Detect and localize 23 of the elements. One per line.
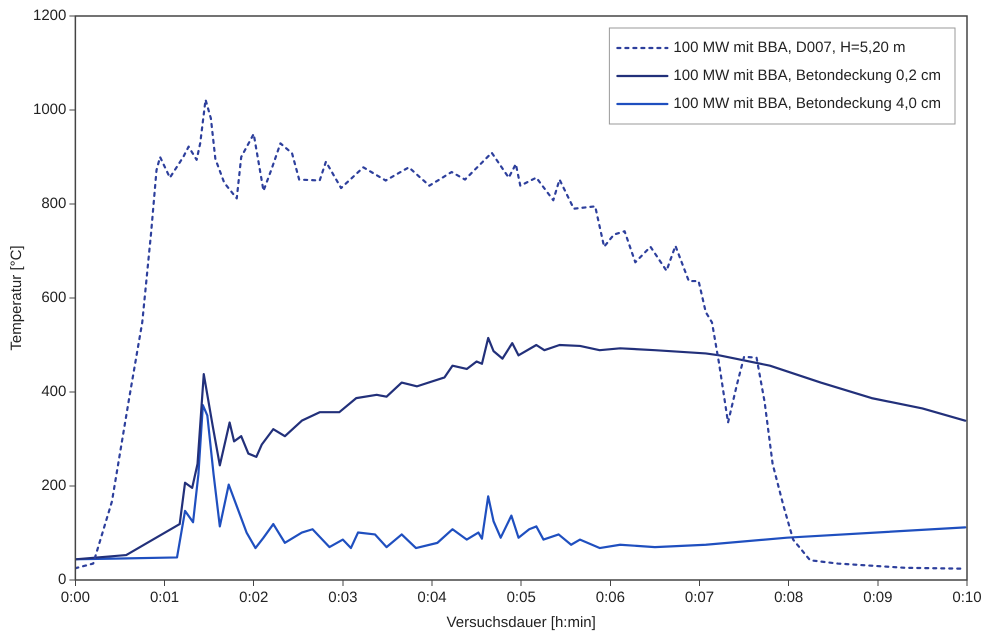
legend-label: 100 MW mit BBA, Betondeckung 4,0 cm	[673, 95, 942, 112]
x-tick-label: 0:05	[506, 589, 536, 606]
x-tick-label: 0:04	[417, 589, 447, 606]
y-tick-label: 200	[41, 477, 66, 494]
y-tick-label: 400	[41, 383, 66, 400]
x-tick-label: 0:10	[952, 589, 982, 606]
y-tick-label: 1200	[32, 7, 66, 24]
x-axis-title: Versuchsdauer [h:min]	[446, 614, 596, 632]
y-tick-label: 800	[41, 195, 66, 212]
x-tick-label: 0:06	[596, 589, 625, 606]
y-tick-label: 1000	[32, 101, 66, 118]
x-tick-label: 0:02	[239, 589, 268, 606]
x-tick-label: 0:01	[150, 589, 180, 606]
x-tick-label: 0:00	[60, 589, 90, 606]
x-tick-label: 0:03	[328, 589, 358, 606]
y-tick-label: 0	[58, 571, 66, 588]
y-axis-title: Temperatur [°C]	[8, 245, 26, 351]
legend-label: 100 MW mit BBA, D007, H=5,20 m	[673, 39, 906, 56]
x-tick-label: 0:08	[774, 589, 804, 606]
x-tick-label: 0:07	[684, 589, 714, 606]
y-tick-label: 600	[41, 289, 66, 306]
x-tick-label: 0:09	[863, 589, 892, 606]
legend-label: 100 MW mit BBA, Betondeckung 0,2 cm	[673, 67, 942, 84]
